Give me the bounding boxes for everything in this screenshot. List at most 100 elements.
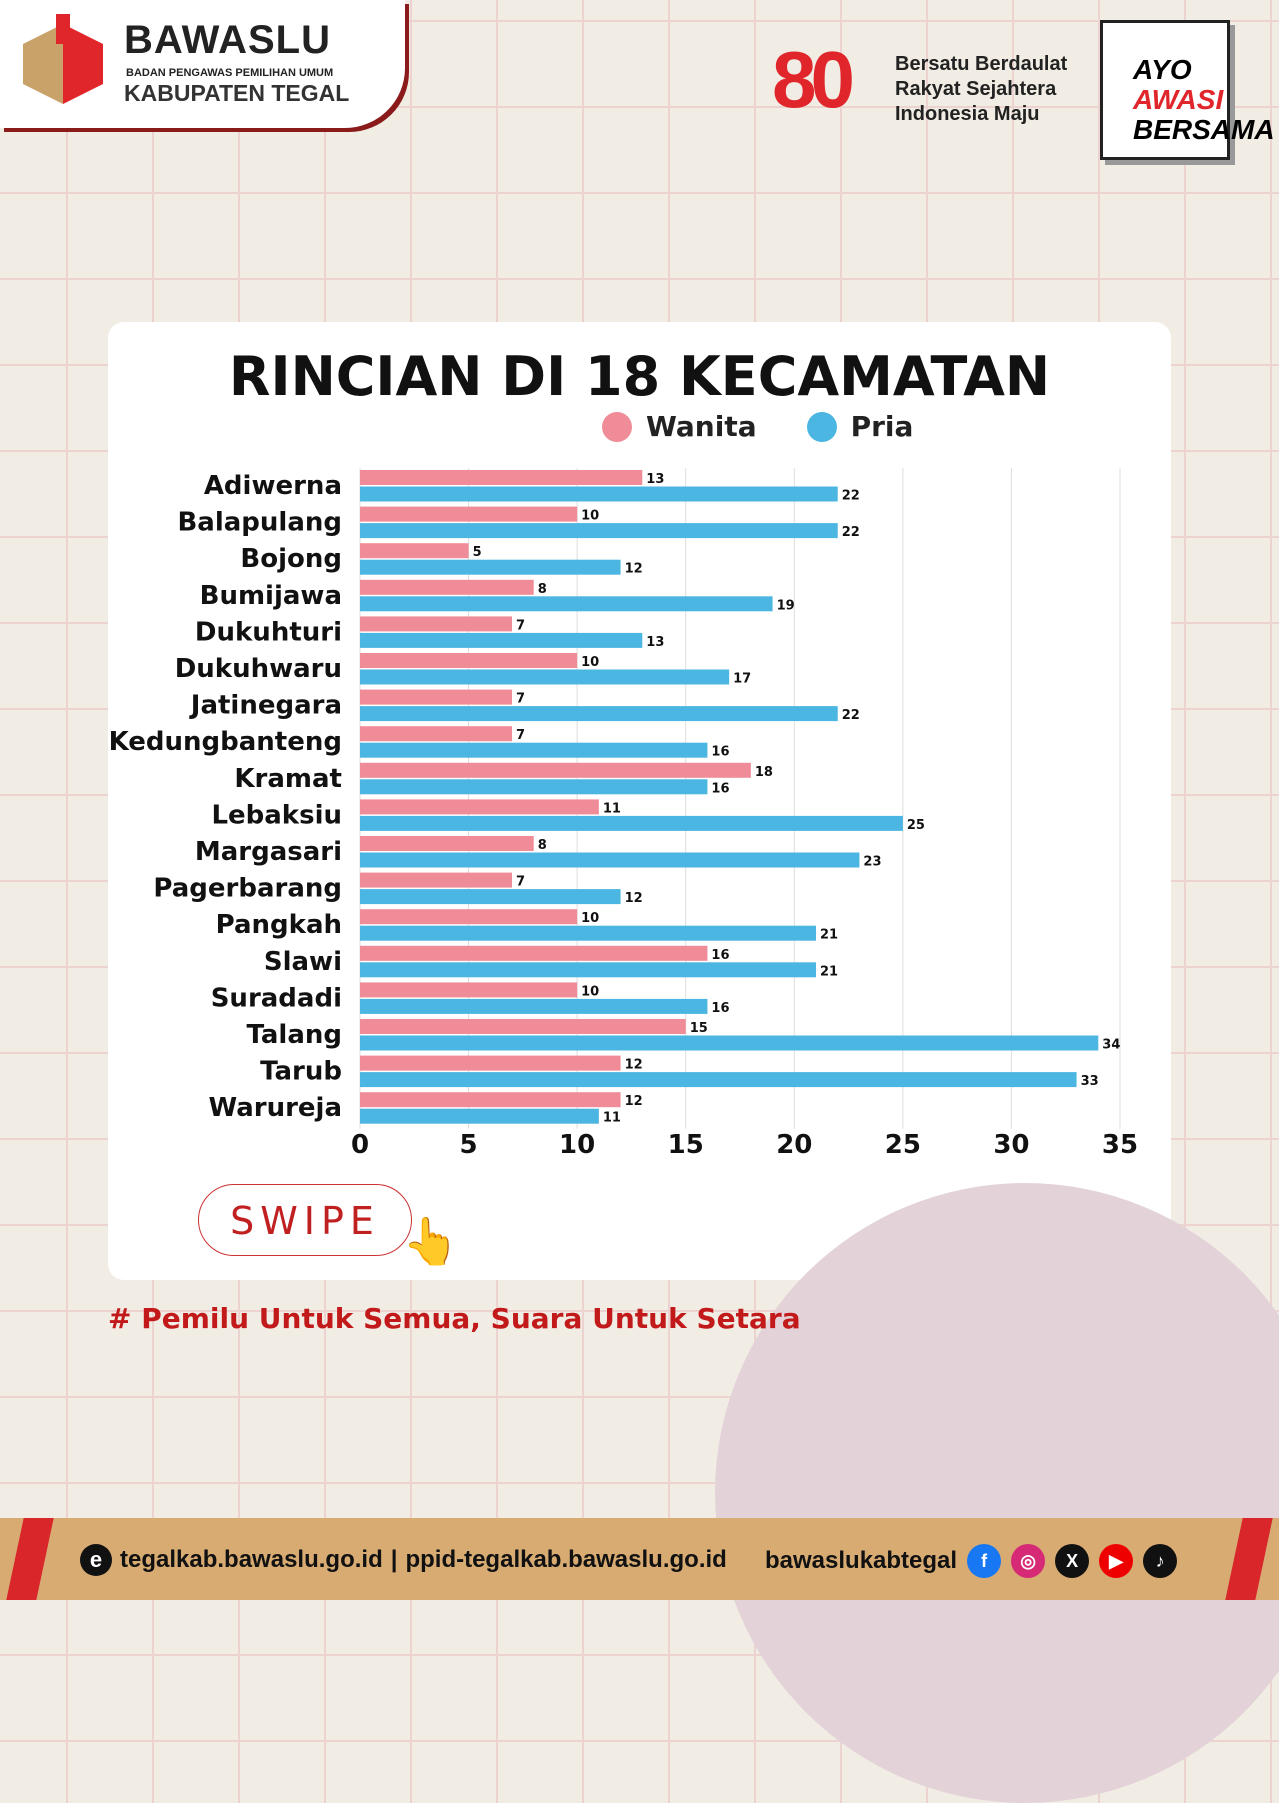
x-tick-label: 20 [776, 1130, 812, 1160]
social-links: bawaslukabtegal f ◎ X ▶ ♪ [765, 1544, 1178, 1578]
data-label: 11 [603, 1111, 621, 1126]
bawaslu-logo: BAWASLU BADAN PENGAWAS PEMILIHAN UMUM KA… [0, 0, 405, 128]
x-tick-label: 35 [1102, 1130, 1138, 1160]
org-subtitle: BADAN PENGAWAS PEMILIHAN UMUM [126, 67, 334, 79]
bar-wanita [360, 872, 512, 888]
data-label: 10 [581, 911, 599, 926]
bar-wanita [360, 945, 708, 961]
category-label: Pangkah [216, 910, 342, 940]
ppid-link[interactable]: ppid-tegalkab.bawaslu.go.id [405, 1546, 727, 1573]
x-icon[interactable]: X [1055, 1544, 1090, 1578]
social-handle: bawaslukabtegal [765, 1547, 958, 1574]
bar-pria [360, 559, 621, 575]
data-label: 15 [690, 1021, 708, 1036]
bar-wanita [360, 762, 751, 778]
swipe-button[interactable]: SWIPE [198, 1184, 412, 1256]
ayo-awasi-bersama-logo: AYO AWASI BERSAMA [1100, 20, 1275, 160]
bar-wanita [360, 726, 512, 742]
bar-wanita [360, 982, 578, 998]
campaign-word: AWASI [1133, 84, 1224, 115]
bar-pria [360, 962, 816, 978]
bar-wanita [360, 1055, 621, 1071]
campaign-word: AYO [1133, 54, 1192, 85]
category-label: Lebaksiu [211, 800, 342, 830]
tagline-line: Indonesia Maju [895, 103, 1040, 125]
data-label: 16 [711, 948, 729, 963]
category-label: Dukuhwaru [175, 654, 342, 684]
bar-pria [360, 852, 860, 868]
data-label: 23 [863, 855, 881, 870]
category-label: Warureja [208, 1093, 342, 1123]
bar-pria [360, 998, 708, 1014]
bar-pria [360, 1035, 1099, 1051]
data-label: 5 [473, 545, 482, 560]
youtube-icon[interactable]: ▶ [1099, 1544, 1134, 1578]
data-label: 33 [1081, 1074, 1099, 1089]
data-label: 13 [646, 472, 664, 487]
data-label: 7 [516, 728, 525, 743]
data-label: 10 [581, 509, 599, 524]
data-label: 12 [625, 562, 643, 577]
data-label: 34 [1102, 1038, 1120, 1053]
bar-wanita [360, 470, 643, 485]
data-label: 8 [538, 582, 547, 597]
facebook-icon[interactable]: f [967, 1544, 1002, 1578]
bar-wanita [360, 616, 512, 632]
data-label: 7 [516, 692, 525, 707]
x-tick-label: 15 [668, 1130, 704, 1160]
legend-label: Wanita [646, 410, 757, 443]
swipe-hand-icon: 👆 [402, 1214, 460, 1268]
bar-wanita [360, 799, 599, 815]
footer: e tegalkab.bawaslu.go.id | ppid-tegalkab… [0, 1518, 1279, 1600]
bar-pria [360, 706, 838, 722]
bar-pria [360, 632, 643, 648]
bar-wanita [360, 1019, 686, 1034]
data-label: 12 [625, 891, 643, 906]
tagline-line: Rakyat Sejahtera [895, 78, 1057, 100]
anniversary-tagline: Bersatu Berdaulat Rakyat Sejahtera Indon… [895, 52, 1067, 127]
data-label: 22 [842, 489, 860, 504]
bar-wanita [360, 543, 469, 559]
data-label: 21 [820, 928, 838, 943]
data-label: 21 [820, 964, 838, 979]
bar-pria [360, 889, 621, 905]
legend-item-pria: Pria [806, 410, 913, 443]
x-tick-label: 0 [351, 1130, 369, 1160]
web-icon: e [80, 1544, 112, 1576]
tiktok-icon[interactable]: ♪ [1143, 1544, 1178, 1578]
x-tick-label: 5 [460, 1130, 478, 1160]
x-tick-label: 25 [885, 1130, 921, 1160]
org-region: KABUPATEN TEGAL [124, 80, 350, 106]
data-label: 22 [842, 708, 860, 723]
chart-title: RINCIAN DI 18 KECAMATAN [228, 345, 1051, 408]
data-label: 19 [777, 598, 795, 613]
bar-wanita [360, 653, 578, 668]
data-label: 11 [603, 801, 621, 816]
x-tick-label: 10 [559, 1130, 595, 1160]
category-label: Adiwerna [204, 471, 342, 501]
website-link[interactable]: tegalkab.bawaslu.go.id [120, 1546, 383, 1573]
category-label: Bumijawa [200, 581, 342, 611]
category-label: Talang [246, 1020, 342, 1050]
data-label: 25 [907, 818, 925, 833]
category-label: Bojong [240, 544, 342, 574]
bar-wanita [360, 689, 512, 705]
category-label: Pagerbarang [153, 874, 342, 904]
bar-pria [360, 1108, 599, 1124]
category-label: Margasari [195, 837, 342, 867]
instagram-icon[interactable]: ◎ [1011, 1544, 1046, 1578]
data-label: 16 [711, 745, 729, 760]
data-label: 12 [625, 1058, 643, 1073]
bar-pria [360, 925, 816, 941]
category-label: Dukuhturi [195, 617, 342, 647]
legend-swatch [806, 411, 837, 442]
bar-wanita [360, 836, 534, 851]
data-label: 16 [711, 781, 729, 796]
legend-swatch [602, 411, 632, 442]
data-label: 7 [516, 875, 525, 890]
footer-stripe [1225, 1518, 1273, 1600]
bar-wanita [360, 1092, 621, 1108]
category-label: Kramat [234, 764, 342, 794]
category-label: Slawi [264, 947, 342, 977]
bar-wanita [360, 506, 578, 522]
